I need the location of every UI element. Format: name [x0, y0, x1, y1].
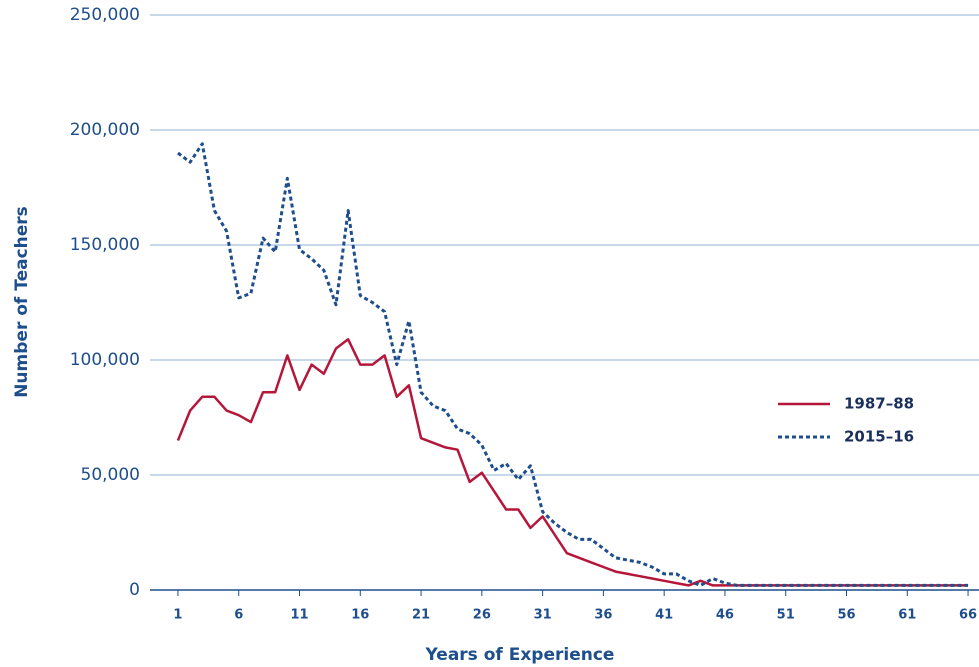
- x-tick-label: 36: [594, 608, 612, 623]
- series-line: [177, 142, 969, 587]
- y-tick-label: 150,000: [70, 235, 140, 255]
- x-tick-label: 21: [412, 608, 430, 623]
- y-tick-label: 100,000: [70, 350, 140, 370]
- series-line: [176, 338, 969, 587]
- x-tick-label: 11: [290, 608, 308, 623]
- x-tick-label: 66: [959, 608, 977, 623]
- x-tick-label: 1: [173, 608, 182, 623]
- x-tick-label: 56: [837, 608, 855, 623]
- x-tick-label: 46: [716, 608, 734, 623]
- legend-label: 1987–88: [844, 395, 914, 413]
- x-tick-label: 61: [898, 608, 916, 623]
- x-tick-label: 31: [534, 608, 552, 623]
- x-tick-label: 16: [351, 608, 369, 623]
- legend-label: 2015–16: [844, 428, 914, 446]
- x-tick-label: 6: [234, 608, 243, 623]
- y-tick-label: 0: [129, 580, 140, 600]
- y-tick-label: 50,000: [81, 465, 140, 485]
- y-axis-label: Number of Teachers: [12, 206, 32, 398]
- x-tick-label: 41: [655, 608, 673, 623]
- y-tick-label: 250,000: [70, 5, 140, 25]
- x-tick-label: 26: [473, 608, 491, 623]
- x-tick-label: 51: [777, 608, 795, 623]
- x-axis-label: Years of Experience: [425, 645, 615, 665]
- y-tick-label: 200,000: [70, 120, 140, 140]
